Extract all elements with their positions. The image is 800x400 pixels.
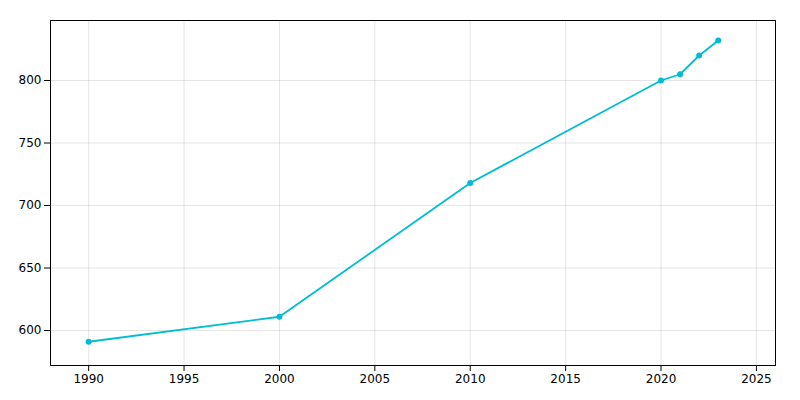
svg-text:750: 750 bbox=[19, 136, 42, 150]
svg-text:2020: 2020 bbox=[646, 372, 677, 386]
svg-text:2015: 2015 bbox=[550, 372, 581, 386]
svg-text:600: 600 bbox=[19, 323, 42, 337]
svg-text:2000: 2000 bbox=[264, 372, 295, 386]
svg-text:2005: 2005 bbox=[360, 372, 391, 386]
svg-text:2025: 2025 bbox=[741, 372, 772, 386]
svg-text:1995: 1995 bbox=[169, 372, 200, 386]
svg-text:1990: 1990 bbox=[73, 372, 104, 386]
svg-text:2010: 2010 bbox=[455, 372, 486, 386]
svg-text:700: 700 bbox=[19, 198, 42, 212]
svg-text:800: 800 bbox=[19, 73, 42, 87]
svg-text:650: 650 bbox=[19, 261, 42, 275]
